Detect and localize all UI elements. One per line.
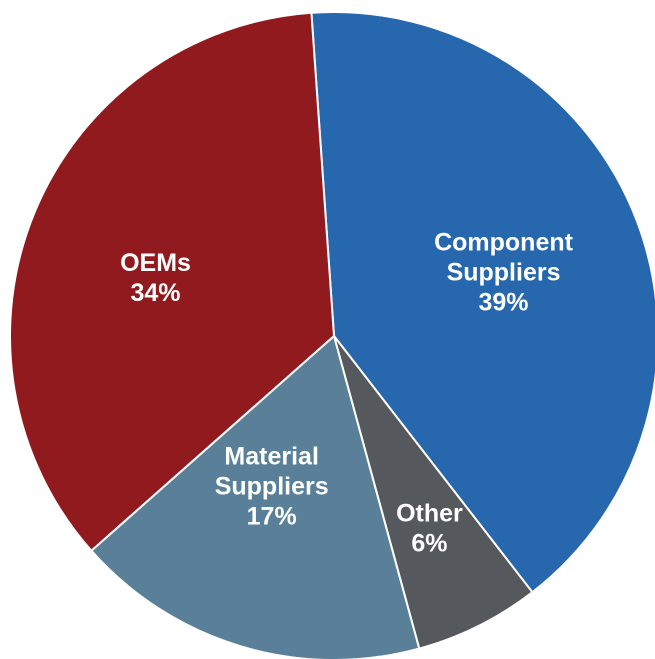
slice-name-label: Component bbox=[434, 228, 574, 256]
pie-slice-other bbox=[333, 335, 534, 650]
pie-slice-oems bbox=[9, 11, 336, 553]
slice-percent-label: 6% bbox=[411, 529, 447, 557]
slice-percent-label: 34% bbox=[131, 279, 181, 307]
slice-label-material-suppliers: Material Suppliers 17% bbox=[215, 443, 329, 531]
slice-name-label: Other bbox=[396, 499, 463, 527]
pie-labels: Component Suppliers 39%Other 6%Material Supp… bbox=[120, 228, 574, 557]
slice-label-component-suppliers: Component Suppliers 39% bbox=[434, 228, 574, 316]
slice-name-label: Suppliers bbox=[447, 258, 561, 286]
pie-slice-material-suppliers bbox=[89, 334, 421, 659]
pie-slice-component-suppliers bbox=[310, 11, 655, 594]
slice-name-label: Suppliers bbox=[215, 473, 329, 501]
slice-label-other: Other 6% bbox=[396, 499, 463, 557]
slice-name-label: Material bbox=[224, 443, 318, 471]
slice-percent-label: 17% bbox=[247, 503, 297, 531]
pie-slices bbox=[9, 11, 655, 659]
slice-label-oems: OEMs 34% bbox=[120, 249, 191, 307]
slice-percent-label: 39% bbox=[479, 288, 529, 316]
slice-name-label: OEMs bbox=[120, 249, 191, 277]
